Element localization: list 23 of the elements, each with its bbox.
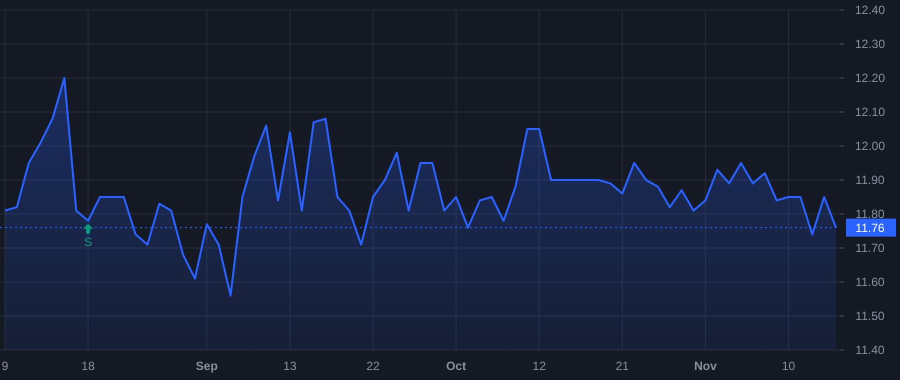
ref-line-label: 11.76	[855, 220, 885, 235]
x-tick-label: 22	[366, 359, 380, 373]
y-tick-label: 11.70	[855, 241, 885, 256]
x-tick-label: Nov	[694, 359, 718, 373]
x-tick-label: 9	[2, 359, 9, 373]
y-tick-label: 11.80	[855, 207, 885, 222]
x-tick-label: Oct	[446, 359, 466, 373]
y-tick-label: 12.10	[854, 105, 886, 120]
x-tick-label: 21	[616, 359, 630, 373]
x-tick-label: 18	[81, 359, 96, 373]
x-tick-label: 13	[283, 359, 297, 373]
y-tick-label: 11.60	[855, 275, 885, 290]
x-tick-label: 10	[782, 359, 796, 373]
y-tick-label: 12.30	[854, 37, 886, 52]
y-tick-label: 11.90	[855, 173, 885, 188]
x-tick-label: Sep	[196, 359, 218, 373]
y-tick-label: 12.40	[854, 3, 886, 18]
y-tick-label: 11.50	[855, 309, 885, 324]
y-tick-label: 11.40	[855, 343, 885, 358]
x-tick-label: 12	[532, 359, 546, 373]
annotation: S	[84, 234, 92, 249]
y-tick-label: 12.20	[854, 71, 886, 86]
y-tick-label: 12.00	[854, 139, 886, 154]
